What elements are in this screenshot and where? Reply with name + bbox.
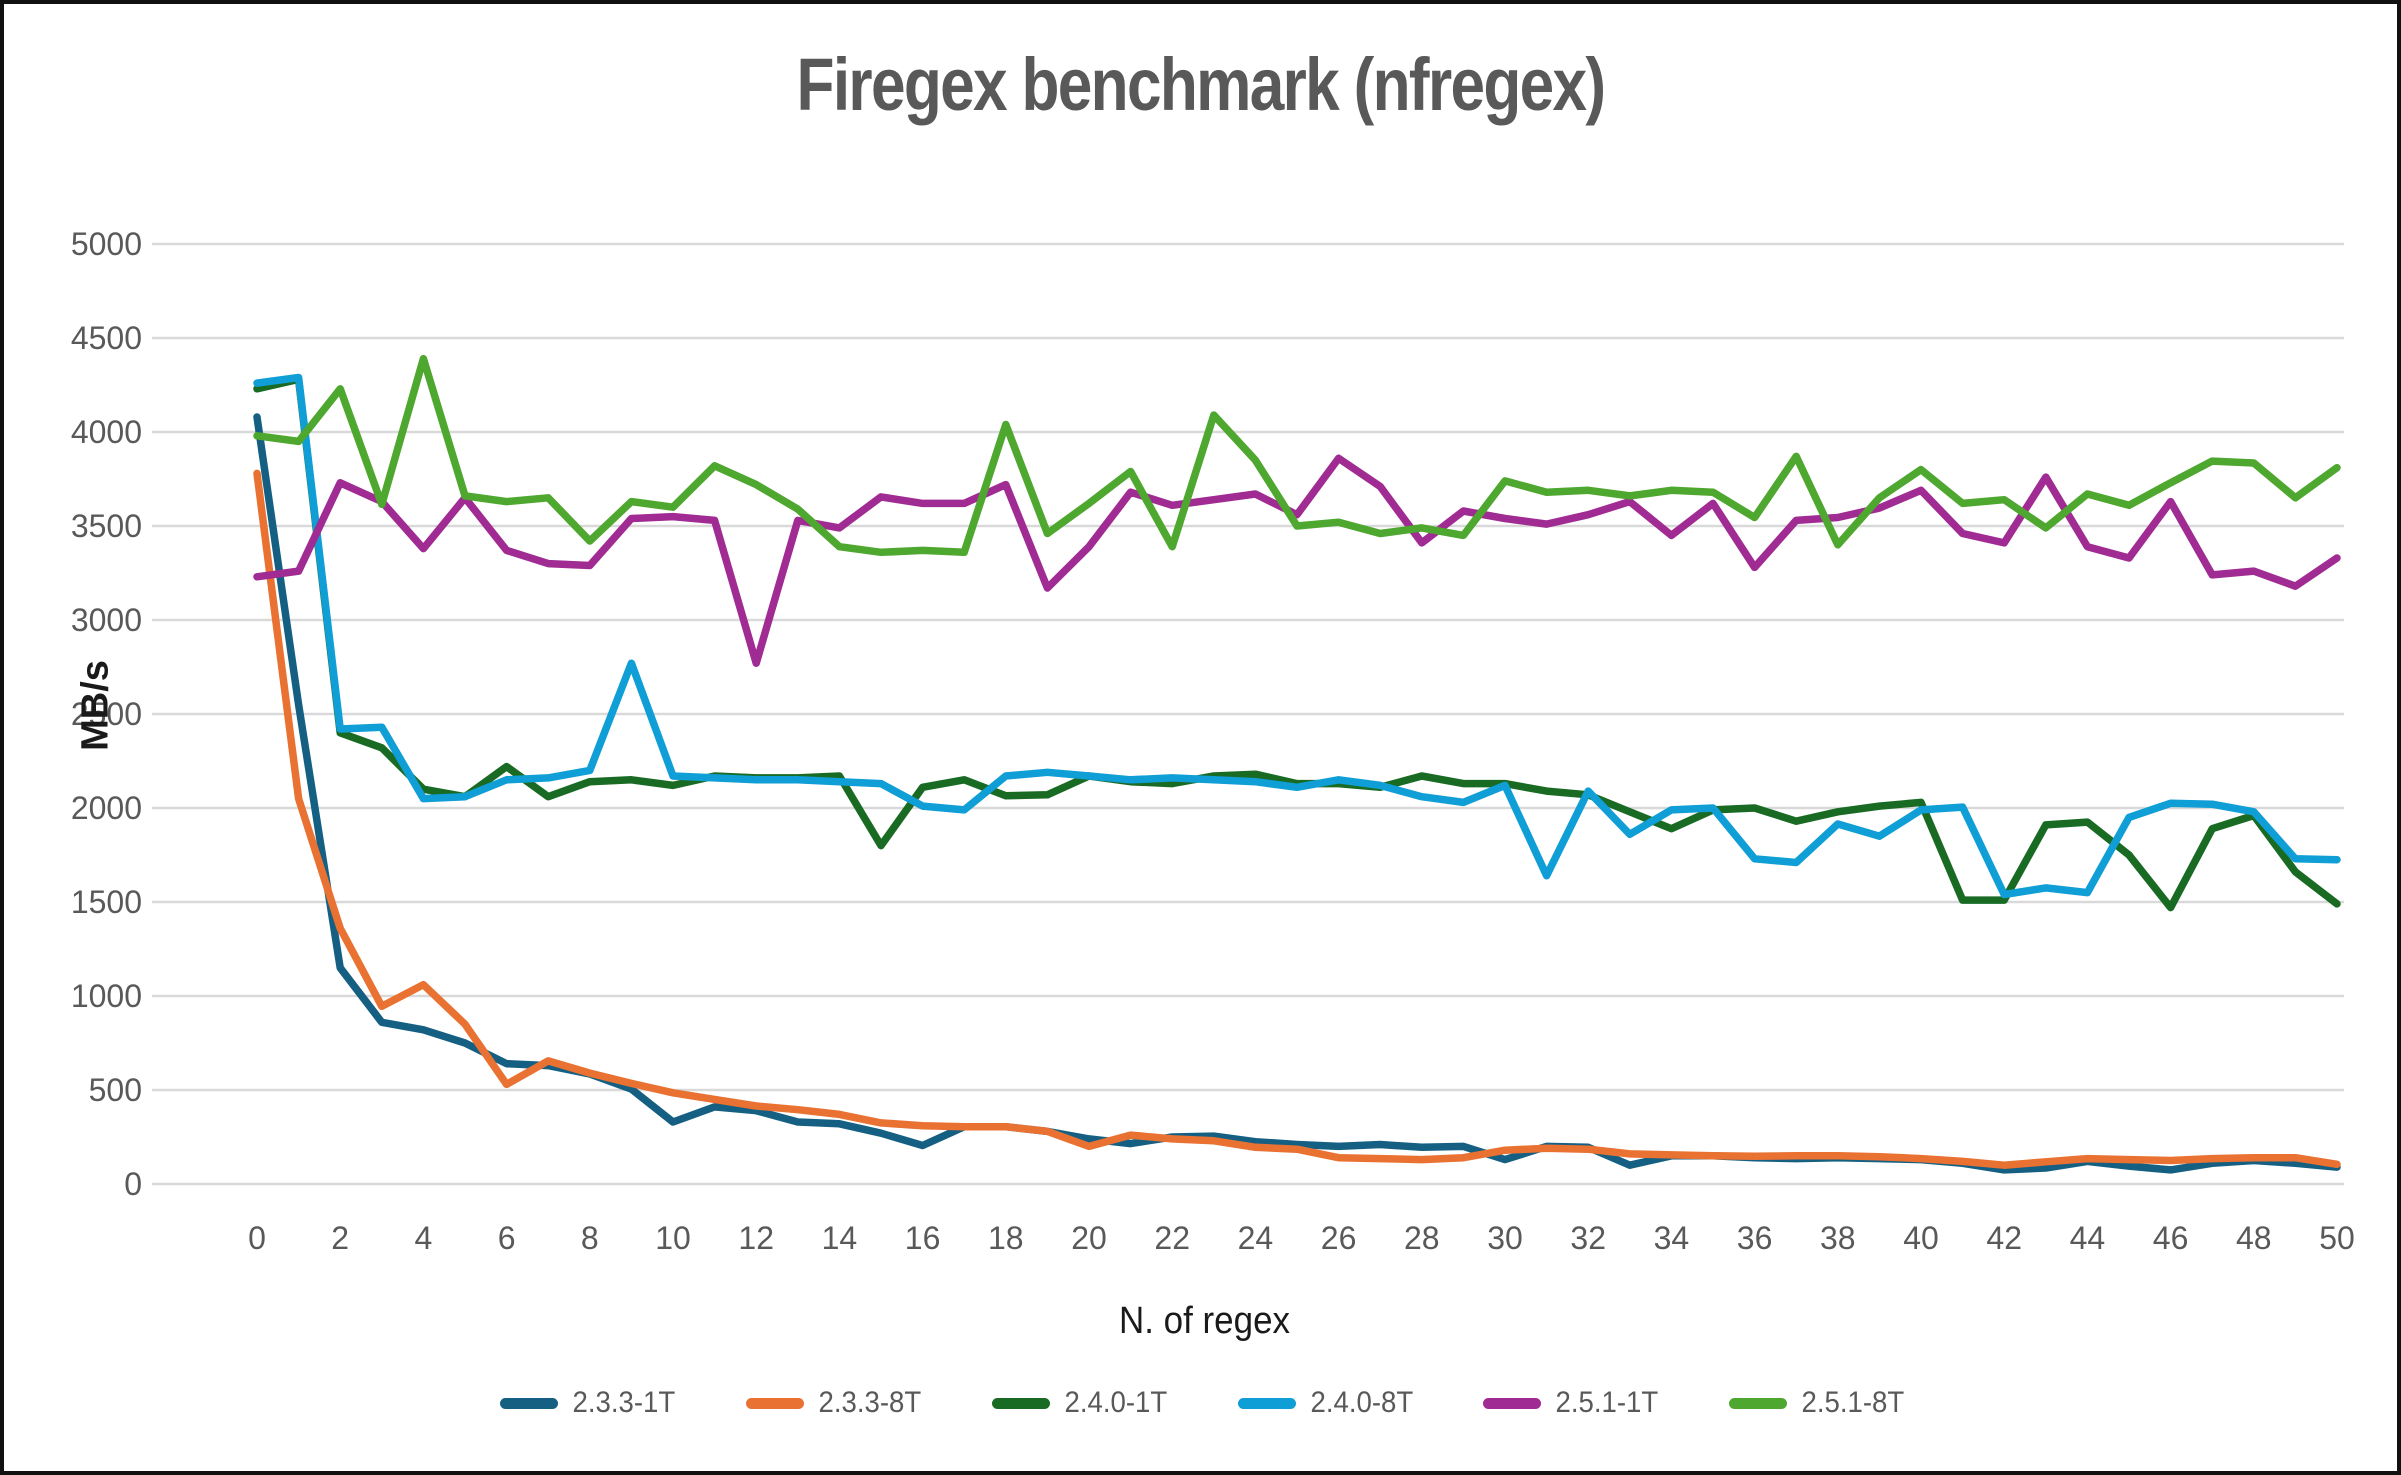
x-axis-title: N. of regex [1118, 1300, 1291, 1342]
legend-swatch-icon [746, 1397, 805, 1409]
legend-label: 2.4.0-8T [1309, 1386, 1413, 1419]
legend-swatch-icon [500, 1397, 559, 1409]
svg-text:28: 28 [1404, 1220, 1440, 1256]
legend-label: 2.4.0-1T [1064, 1386, 1168, 1419]
svg-text:4500: 4500 [71, 320, 142, 356]
svg-text:16: 16 [905, 1220, 941, 1256]
svg-text:44: 44 [2070, 1220, 2106, 1256]
svg-text:12: 12 [738, 1220, 774, 1256]
svg-text:1500: 1500 [71, 884, 142, 920]
svg-text:4000: 4000 [71, 414, 142, 450]
svg-text:8: 8 [581, 1220, 599, 1256]
svg-text:5000: 5000 [71, 226, 142, 262]
legend-swatch-icon [991, 1397, 1050, 1409]
svg-text:1000: 1000 [71, 978, 142, 1014]
legend-item: 2.4.0-8T [1237, 1386, 1418, 1420]
svg-text:32: 32 [1570, 1220, 1606, 1256]
legend-item: 2.3.3-8T [746, 1386, 926, 1420]
legend-swatch-icon [1728, 1397, 1787, 1409]
svg-text:48: 48 [2236, 1220, 2272, 1256]
legend-label: 2.5.1-8T [1801, 1386, 1905, 1419]
svg-text:10: 10 [655, 1220, 691, 1256]
svg-text:2: 2 [331, 1220, 349, 1256]
svg-text:34: 34 [1654, 1220, 1690, 1256]
legend-item: 2.3.3-1T [500, 1386, 680, 1420]
svg-text:0: 0 [248, 1220, 266, 1256]
chart-title: Firegex benchmark (nfregex) [796, 43, 1607, 126]
legend-item: 2.5.1-1T [1483, 1386, 1663, 1420]
svg-text:500: 500 [89, 1072, 142, 1108]
legend-label: 2.5.1-1T [1555, 1386, 1659, 1419]
svg-text:0: 0 [124, 1166, 142, 1202]
legend-swatch-icon [1237, 1397, 1296, 1409]
svg-text:3000: 3000 [71, 602, 142, 638]
svg-text:36: 36 [1737, 1220, 1773, 1256]
svg-text:46: 46 [2153, 1220, 2189, 1256]
svg-text:42: 42 [1986, 1220, 2022, 1256]
svg-text:4: 4 [415, 1220, 433, 1256]
legend-item: 2.5.1-8T [1728, 1386, 1909, 1420]
legend: 2.3.3-1T 2.3.3-8T 2.4.0-1T 2.4.0-8T 2.5.… [4, 1386, 2397, 1420]
line-chart-plot-area: 0500100015002000250030003500400045005000… [71, 226, 2355, 1256]
svg-text:40: 40 [1903, 1220, 1939, 1256]
svg-text:20: 20 [1071, 1220, 1107, 1256]
legend-swatch-icon [1483, 1397, 1542, 1409]
svg-text:26: 26 [1321, 1220, 1357, 1256]
legend-item: 2.4.0-1T [991, 1386, 1172, 1420]
legend-label: 2.3.3-1T [572, 1386, 676, 1419]
svg-text:2000: 2000 [71, 790, 142, 826]
svg-text:18: 18 [988, 1220, 1024, 1256]
svg-text:2500: 2500 [71, 696, 142, 732]
svg-text:3500: 3500 [71, 508, 142, 544]
y-axis-title: MB/s [74, 660, 117, 751]
legend-label: 2.3.3-8T [818, 1386, 922, 1419]
svg-text:30: 30 [1487, 1220, 1523, 1256]
svg-text:24: 24 [1238, 1220, 1274, 1256]
svg-text:22: 22 [1154, 1220, 1190, 1256]
svg-text:38: 38 [1820, 1220, 1856, 1256]
svg-text:6: 6 [498, 1220, 516, 1256]
svg-text:50: 50 [2319, 1220, 2355, 1256]
svg-text:14: 14 [822, 1220, 858, 1256]
